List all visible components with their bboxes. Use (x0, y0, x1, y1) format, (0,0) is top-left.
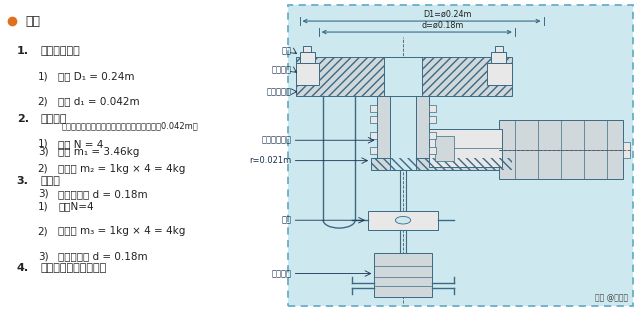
Text: D1=ø0.24m: D1=ø0.24m (423, 9, 471, 19)
Text: 3): 3) (38, 189, 49, 199)
Text: 伺服减速电机: 伺服减速电机 (261, 136, 291, 145)
Text: 2): 2) (38, 96, 49, 106)
Bar (300, 52, 315, 63)
Text: 旋转工作台运行情况：: 旋转工作台运行情况： (40, 263, 106, 272)
Text: 条件: 条件 (25, 14, 40, 28)
Circle shape (396, 216, 411, 224)
Text: 1): 1) (38, 139, 49, 149)
Text: 总质量 m₂ = 1kg × 4 = 4kg: 总质量 m₂ = 1kg × 4 = 4kg (58, 164, 186, 174)
Text: 3): 3) (38, 252, 49, 261)
Text: 分布圆直径 d = 0.18m: 分布圆直径 d = 0.18m (58, 252, 148, 261)
Bar (370, 147, 378, 154)
Text: 2): 2) (38, 226, 49, 237)
Bar (296, 57, 511, 96)
Bar (296, 63, 319, 85)
Text: 质量 m₁ = 3.46kg: 质量 m₁ = 3.46kg (58, 146, 140, 157)
Text: 气管: 气管 (281, 216, 291, 225)
Bar (368, 211, 438, 230)
Text: 4.: 4. (17, 263, 29, 272)
Bar (491, 52, 506, 63)
Bar (390, 96, 416, 170)
Bar (370, 116, 378, 123)
Bar (487, 63, 511, 85)
Bar (435, 135, 454, 161)
Text: 数量 N = 4: 数量 N = 4 (58, 139, 104, 149)
Text: r=0.021m: r=0.021m (249, 156, 291, 165)
Text: d=ø0.18m: d=ø0.18m (421, 21, 463, 30)
Bar (495, 46, 502, 52)
Bar (429, 129, 502, 167)
Text: 旋转工作台：: 旋转工作台： (40, 46, 80, 56)
Bar (429, 147, 436, 154)
Text: 工件: 工件 (281, 46, 291, 55)
Text: 头条 @机械君: 头条 @机械君 (595, 293, 628, 302)
Text: 1): 1) (38, 201, 49, 211)
Bar (370, 105, 378, 112)
Text: 分布圆直径 d = 0.18m: 分布圆直径 d = 0.18m (58, 189, 148, 199)
Bar (429, 116, 436, 123)
Text: 外径 D₁ = 0.24m: 外径 D₁ = 0.24m (58, 71, 134, 81)
Bar (296, 57, 511, 96)
Text: 气动夹具: 气动夹具 (271, 65, 291, 74)
Bar (374, 253, 432, 297)
Bar (499, 120, 623, 180)
Bar (429, 105, 436, 112)
Text: 3.: 3. (17, 176, 29, 186)
Bar (378, 96, 429, 170)
Text: 旋转接头: 旋转接头 (271, 269, 291, 278)
Bar (623, 142, 630, 158)
Text: 旋转工作台: 旋转工作台 (266, 87, 291, 96)
Text: 3): 3) (38, 146, 49, 157)
Text: 总质量 m₃ = 1kg × 4 = 4kg: 总质量 m₃ = 1kg × 4 = 4kg (58, 226, 186, 237)
Text: 1): 1) (38, 71, 49, 81)
Text: 2.: 2. (17, 114, 29, 123)
Bar (384, 57, 422, 96)
Text: 内径 d₁ = 0.042m: 内径 d₁ = 0.042m (58, 96, 140, 106)
FancyBboxPatch shape (288, 5, 633, 306)
Bar (303, 46, 311, 52)
Bar (371, 158, 511, 170)
Text: 数量N=4: 数量N=4 (58, 201, 94, 211)
Text: （未确定直角法兰伺服减速电机的型号，初选0.042m）: （未确定直角法兰伺服减速电机的型号，初选0.042m） (61, 122, 198, 130)
Text: 气动夹具: 气动夹具 (40, 114, 67, 123)
Text: 工件：: 工件： (40, 176, 60, 186)
Bar (370, 132, 378, 139)
Text: 2): 2) (38, 164, 49, 174)
Bar (371, 158, 511, 170)
Text: 1.: 1. (17, 46, 29, 56)
Bar (429, 132, 436, 139)
